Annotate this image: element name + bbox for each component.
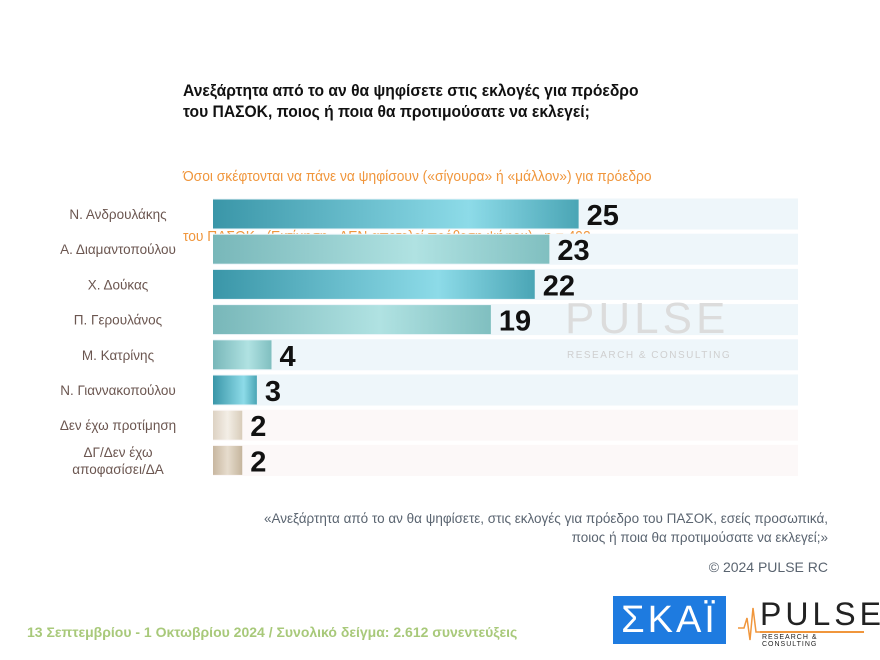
bar: [213, 340, 272, 370]
bar: [213, 234, 550, 264]
pulse-logo: PULSE RESEARCH & CONSULTING: [738, 596, 880, 648]
bar-track: [213, 444, 798, 476]
category-label: Ν. Γιαννακοπούλου: [60, 383, 176, 398]
copyright: © 2024 PULSE RC: [708, 559, 828, 575]
skai-logo: ΣΚΑΪ: [613, 596, 726, 644]
bar: [213, 445, 243, 475]
data-label: 25: [587, 200, 619, 232]
bar: [213, 375, 257, 405]
chart-title: Ανεξάρτητα από το αν θα ψηφίσετε στις εκ…: [183, 80, 639, 122]
data-label: 23: [557, 235, 589, 267]
bar: [213, 305, 491, 335]
category-label: Α. Διαμαντοπούλου: [60, 242, 176, 257]
data-label: 2: [250, 446, 266, 478]
bar: [213, 410, 243, 440]
subtitle-line: Όσοι σκέφτονται να πάνε να ψηφίσουν («σί…: [183, 168, 652, 185]
note-line: «Ανεξάρτητα από το αν θα ψηφίσετε, στις …: [264, 511, 828, 526]
pulse-wave-icon: [738, 607, 762, 641]
data-label: 2: [250, 411, 266, 443]
pulse-logo-line: [760, 631, 864, 633]
category-label: Π. Γερουλάνος: [74, 313, 163, 328]
footer-sample-info: 13 Σεπτεμβρίου - 1 Οκτωβρίου 2024 / Συνο…: [27, 624, 518, 640]
category-label: Δεν έχω προτίμηση: [60, 418, 176, 433]
data-label: 4: [280, 341, 296, 373]
note-line: ποιος ή ποια θα προτιμούσατε να εκλεγεί;…: [571, 530, 828, 545]
bar-track: [213, 409, 798, 441]
data-label: 22: [543, 270, 575, 302]
bar-track: [213, 374, 798, 406]
data-label: 3: [265, 376, 281, 408]
category-label: Ν. Ανδρουλάκης: [69, 207, 167, 222]
bar: [213, 199, 579, 229]
question-note: «Ανεξάρτητα από το αν θα ψηφίσετε, στις …: [264, 509, 828, 547]
category-label: ΔΓ/Δεν έχω: [83, 445, 152, 460]
title-line: Ανεξάρτητα από το αν θα ψηφίσετε στις εκ…: [183, 81, 639, 100]
watermark: PULSE: [565, 294, 730, 343]
data-label: 19: [499, 306, 531, 338]
title-line: του ΠΑΣΟΚ, ποιος ή ποια θα προτιμούσατε …: [183, 102, 590, 121]
category-label: Μ. Κατρίνης: [82, 348, 155, 363]
bar: [213, 269, 535, 299]
category-label: Χ. Δούκας: [88, 277, 149, 292]
watermark-sub: RESEARCH & CONSULTING: [567, 350, 732, 361]
bar-track: [213, 339, 798, 371]
category-label: αποφασίσει/ΔΑ: [72, 462, 163, 477]
